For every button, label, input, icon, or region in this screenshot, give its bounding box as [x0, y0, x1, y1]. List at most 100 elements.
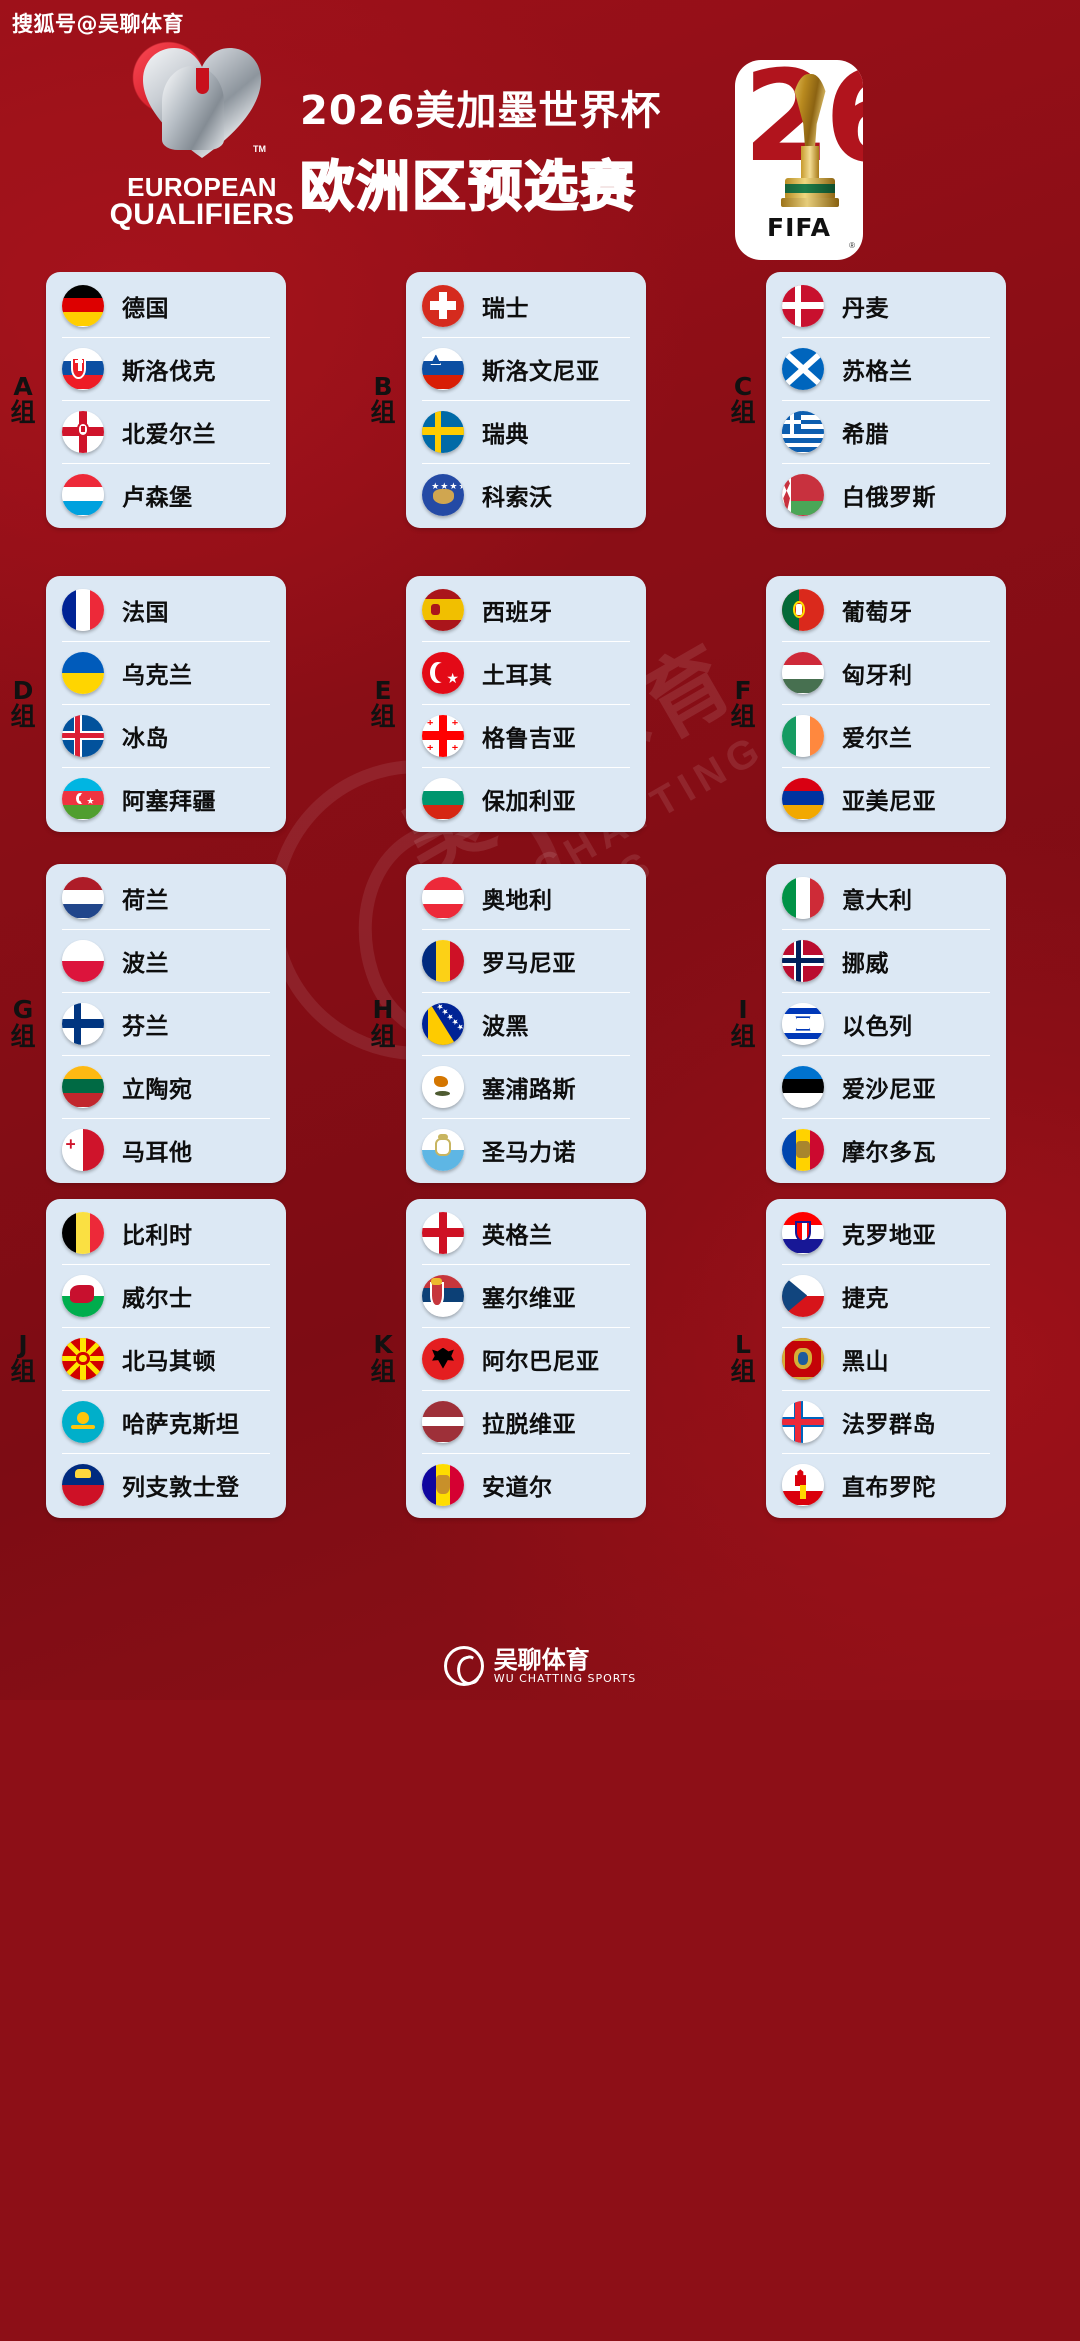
team-row[interactable]: 克罗地亚 [766, 1201, 1006, 1264]
group-letter: K [373, 1330, 393, 1360]
team-name: 科索沃 [482, 484, 553, 511]
team-row[interactable]: 希腊 [766, 400, 1006, 463]
team-row[interactable]: 捷克 [766, 1264, 1006, 1327]
group-card: 克罗地亚 捷克 黑山 法罗群岛 直布罗陀 [766, 1199, 1006, 1518]
team-row[interactable]: 亚美尼亚 [766, 767, 1006, 830]
team-row[interactable]: 摩尔多瓦 [766, 1118, 1006, 1181]
team-row[interactable]: 挪威 [766, 929, 1006, 992]
team-name: 奥地利 [482, 887, 553, 914]
team-row[interactable]: 丹麦 [766, 274, 1006, 337]
team-row[interactable]: 斯洛伐克 [46, 337, 286, 400]
team-row[interactable]: 列支敦士登 [46, 1453, 286, 1516]
flag-ch-icon [422, 284, 464, 327]
flag-is-icon [62, 714, 104, 757]
group-letter: A [13, 371, 33, 401]
group-card: 葡萄牙 匈牙利 爱尔兰亚美尼亚 [766, 576, 1006, 832]
flag-si-icon [422, 347, 464, 390]
team-name: 德国 [122, 295, 169, 322]
team-row[interactable]: 马耳他 [46, 1118, 286, 1181]
title-block: 2026美加墨世界杯 欧洲区预选赛 [299, 78, 720, 221]
team-name: 瑞士 [482, 295, 529, 322]
group-card: 意大利 挪威 以色列 爱沙尼亚 摩尔多瓦 [766, 864, 1006, 1183]
team-row[interactable]: 乌克兰 [46, 641, 286, 704]
team-name: 阿尔巴尼亚 [482, 1348, 600, 1375]
team-row[interactable]: 哈萨克斯坦 [46, 1390, 286, 1453]
team-row[interactable]: 塞尔维亚 [406, 1264, 646, 1327]
logo-tm: TM [253, 144, 266, 154]
group-zu: 组 [10, 702, 36, 731]
team-row[interactable]: 安道尔 [406, 1453, 646, 1516]
team-row[interactable]: 北马其顿 [46, 1327, 286, 1390]
flag-ua-icon [62, 651, 104, 694]
team-name: 荷兰 [122, 887, 169, 914]
team-row[interactable]: 保加利亚 [406, 767, 646, 830]
team-row[interactable]: 圣马力诺 [406, 1118, 646, 1181]
team-row[interactable]: 比利时 [46, 1201, 286, 1264]
logo-wordmark: EUROPEAN QUALIFIERS [110, 174, 295, 230]
team-row[interactable]: 德国 [46, 274, 286, 337]
team-row[interactable]: 爱沙尼亚 [766, 1055, 1006, 1118]
team-row[interactable]: 拉脱维亚 [406, 1390, 646, 1453]
group-zu: 组 [10, 1356, 36, 1386]
team-row[interactable]: 荷兰 [46, 866, 286, 929]
team-row[interactable]: 罗马尼亚 [406, 929, 646, 992]
team-name: 英格兰 [482, 1222, 553, 1249]
flag-ro-icon [422, 939, 464, 982]
team-row[interactable]: 瑞士 [406, 274, 646, 337]
team-row[interactable]: 阿尔巴尼亚 [406, 1327, 646, 1390]
team-row[interactable]: 芬兰 [46, 992, 286, 1055]
team-row[interactable]: 波兰 [46, 929, 286, 992]
team-row[interactable]: 白俄罗斯 [766, 463, 1006, 526]
team-row[interactable]: 西班牙 [406, 578, 646, 641]
team-row[interactable]: ★ 阿塞拜疆 [46, 767, 286, 830]
team-name: 斯洛伐克 [122, 358, 216, 385]
flag-ie-icon [782, 714, 824, 757]
european-qualifiers-logo: TM EUROPEAN QUALIFIERS [110, 38, 294, 238]
flag-me-icon [782, 1337, 824, 1380]
team-row[interactable]: 英格兰 [406, 1201, 646, 1264]
team-row[interactable]: 黑山 [766, 1327, 1006, 1390]
group-letter: F [734, 675, 752, 705]
team-row[interactable]: 直布罗陀 [766, 1453, 1006, 1516]
team-row[interactable]: ★★★★★★ 科索沃 [406, 463, 646, 526]
team-row[interactable]: 冰岛 [46, 704, 286, 767]
team-row[interactable]: 爱尔兰 [766, 704, 1006, 767]
team-row[interactable]: 葡萄牙 [766, 578, 1006, 641]
team-row[interactable]: 匈牙利 [766, 641, 1006, 704]
group-letter: L [735, 1330, 751, 1360]
flag-nl-icon [62, 876, 104, 919]
team-row[interactable]: ★★★★★ 波黑 [406, 992, 646, 1055]
group-cell-a: A 组德国 斯洛伐克 北爱尔兰 卢森堡 [0, 248, 360, 552]
team-name: 芬兰 [122, 1013, 169, 1040]
team-name: 立陶宛 [122, 1076, 193, 1103]
team-row[interactable]: 意大利 [766, 866, 1006, 929]
team-name: 法国 [122, 599, 169, 626]
team-row[interactable]: 塞浦路斯 [406, 1055, 646, 1118]
team-row[interactable]: 奥地利 [406, 866, 646, 929]
group-letter: J [18, 1330, 28, 1360]
group-card: 比利时 威尔士 北马其顿 哈萨克斯坦 列支敦士登 [46, 1199, 286, 1518]
header: TM EUROPEAN QUALIFIERS 2026美加墨世界杯 欧洲区预选赛… [0, 38, 1080, 260]
team-row[interactable]: 卢森堡 [46, 463, 286, 526]
fifa-tm: ® [849, 241, 855, 250]
team-row[interactable]: 格鲁吉亚 [406, 704, 646, 767]
team-name: 亚美尼亚 [842, 788, 936, 815]
team-row[interactable]: 以色列 [766, 992, 1006, 1055]
team-row[interactable]: 苏格兰 [766, 337, 1006, 400]
team-row[interactable]: 法国 [46, 578, 286, 641]
team-row[interactable]: 瑞典 [406, 400, 646, 463]
team-row[interactable]: 斯洛文尼亚 [406, 337, 646, 400]
flag-lt-icon [62, 1065, 104, 1108]
page-title-primary: 2026美加墨世界杯 [300, 88, 662, 134]
team-row[interactable]: 立陶宛 [46, 1055, 286, 1118]
flag-rs-icon [422, 1274, 464, 1317]
team-row[interactable]: ★ 土耳其 [406, 641, 646, 704]
team-row[interactable]: 北爱尔兰 [46, 400, 286, 463]
team-name: 丹麦 [842, 295, 889, 322]
team-row[interactable]: 法罗群岛 [766, 1390, 1006, 1453]
team-row[interactable]: 威尔士 [46, 1264, 286, 1327]
team-name: 阿塞拜疆 [122, 788, 216, 815]
